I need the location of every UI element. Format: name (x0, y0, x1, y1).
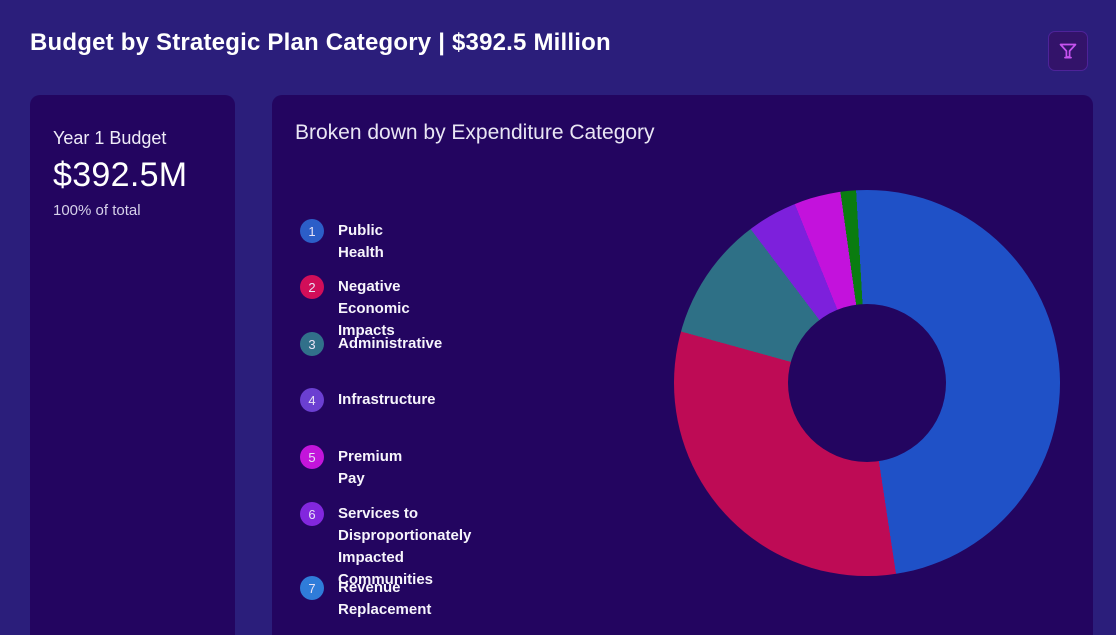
legend-item[interactable]: 2 Negative Economic Impacts (300, 275, 410, 342)
legend-dot: 5 (300, 445, 324, 469)
legend-item[interactable]: 5 Premium Pay (300, 445, 402, 490)
legend-number: 2 (308, 279, 316, 295)
legend-item[interactable]: 7 Revenue Replacement (300, 576, 431, 621)
legend-number: 7 (308, 580, 316, 596)
expenditure-breakdown-card: Broken down by Expenditure Category 1 Pu… (272, 95, 1093, 635)
legend-dot: 1 (300, 219, 324, 243)
legend-label: Administrative (338, 335, 443, 352)
legend-label: Services to Disproportionately Impacted … (338, 505, 472, 588)
summary-card-subtitle: 100% of total (53, 202, 141, 219)
legend-number: 4 (308, 392, 316, 408)
legend-item[interactable]: 6 Services to Disproportionately Impacte… (300, 502, 471, 591)
legend-number: 5 (308, 449, 316, 465)
legend-label: Negative Economic Impacts (338, 278, 410, 339)
donut-hole (788, 304, 946, 462)
donut-chart[interactable] (674, 190, 1060, 576)
legend-number: 6 (308, 506, 316, 522)
legend-dot: 7 (300, 576, 324, 600)
legend-dot: 2 (300, 275, 324, 299)
filter-button[interactable] (1048, 31, 1088, 71)
legend-item[interactable]: 4 Infrastructure (300, 388, 436, 412)
legend-dot: 3 (300, 332, 324, 356)
legend-dot: 4 (300, 388, 324, 412)
page-title: Budget by Strategic Plan Category | $392… (30, 29, 611, 56)
legend-number: 1 (308, 223, 316, 239)
legend-label: Revenue Replacement (338, 579, 432, 618)
legend-item[interactable]: 3 Administrative (300, 332, 442, 356)
legend-label: Premium Pay (338, 448, 403, 487)
legend-label: Public Health (338, 222, 384, 261)
year1-budget-card: Year 1 Budget $392.5M 100% of total (30, 95, 235, 635)
funnel-icon (1057, 40, 1079, 62)
summary-card-title: Year 1 Budget (53, 128, 167, 148)
summary-card-value: $392.5M (53, 156, 188, 194)
legend-item[interactable]: 1 Public Health (300, 219, 384, 264)
legend-label: Infrastructure (338, 391, 436, 408)
legend-dot: 6 (300, 502, 324, 526)
breakdown-card-title: Broken down by Expenditure Category (295, 121, 655, 144)
legend-number: 3 (308, 336, 316, 352)
